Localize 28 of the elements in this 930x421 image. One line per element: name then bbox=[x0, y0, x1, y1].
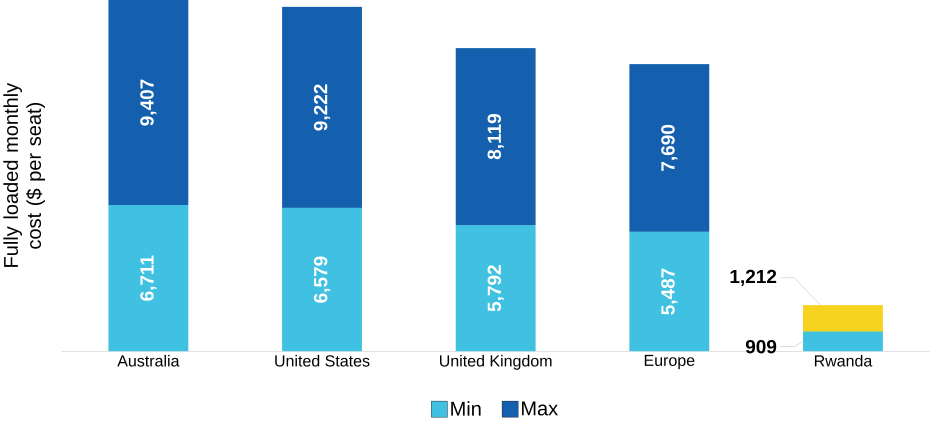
bar bbox=[803, 331, 883, 352]
data-label: 9,407 bbox=[140, 80, 156, 126]
bar bbox=[282, 6, 362, 208]
data-label: 5,487 bbox=[661, 268, 678, 315]
data-label: 7,690 bbox=[661, 124, 678, 171]
bar bbox=[803, 305, 883, 332]
x-tick-label: Europe bbox=[644, 354, 694, 370]
data-label: 8,119 bbox=[488, 114, 504, 160]
legend-label: Min bbox=[451, 401, 481, 416]
bar bbox=[108, 204, 188, 352]
legend-label: Max bbox=[522, 401, 558, 416]
bar bbox=[456, 48, 536, 225]
bar bbox=[108, 0, 188, 205]
bar bbox=[282, 208, 362, 352]
bar bbox=[456, 224, 536, 352]
data-label: 6,711 bbox=[140, 255, 156, 301]
data-label: 6,579 bbox=[314, 256, 330, 303]
data-label: 1,212 bbox=[730, 270, 776, 286]
x-tick-label: Australia bbox=[117, 354, 180, 367]
data-label: 909 bbox=[746, 340, 776, 354]
data-label: 9,222 bbox=[314, 84, 330, 130]
bar bbox=[629, 232, 710, 352]
bar bbox=[629, 64, 710, 232]
x-tick-label: Rwanda bbox=[814, 354, 872, 367]
x-tick-label: United States bbox=[275, 354, 370, 367]
y-axis-title: Fully loaded monthly cost ($ per seat) bbox=[3, 82, 45, 267]
x-tick-label: United Kingdom bbox=[440, 354, 552, 370]
data-label: 5,792 bbox=[488, 265, 504, 312]
